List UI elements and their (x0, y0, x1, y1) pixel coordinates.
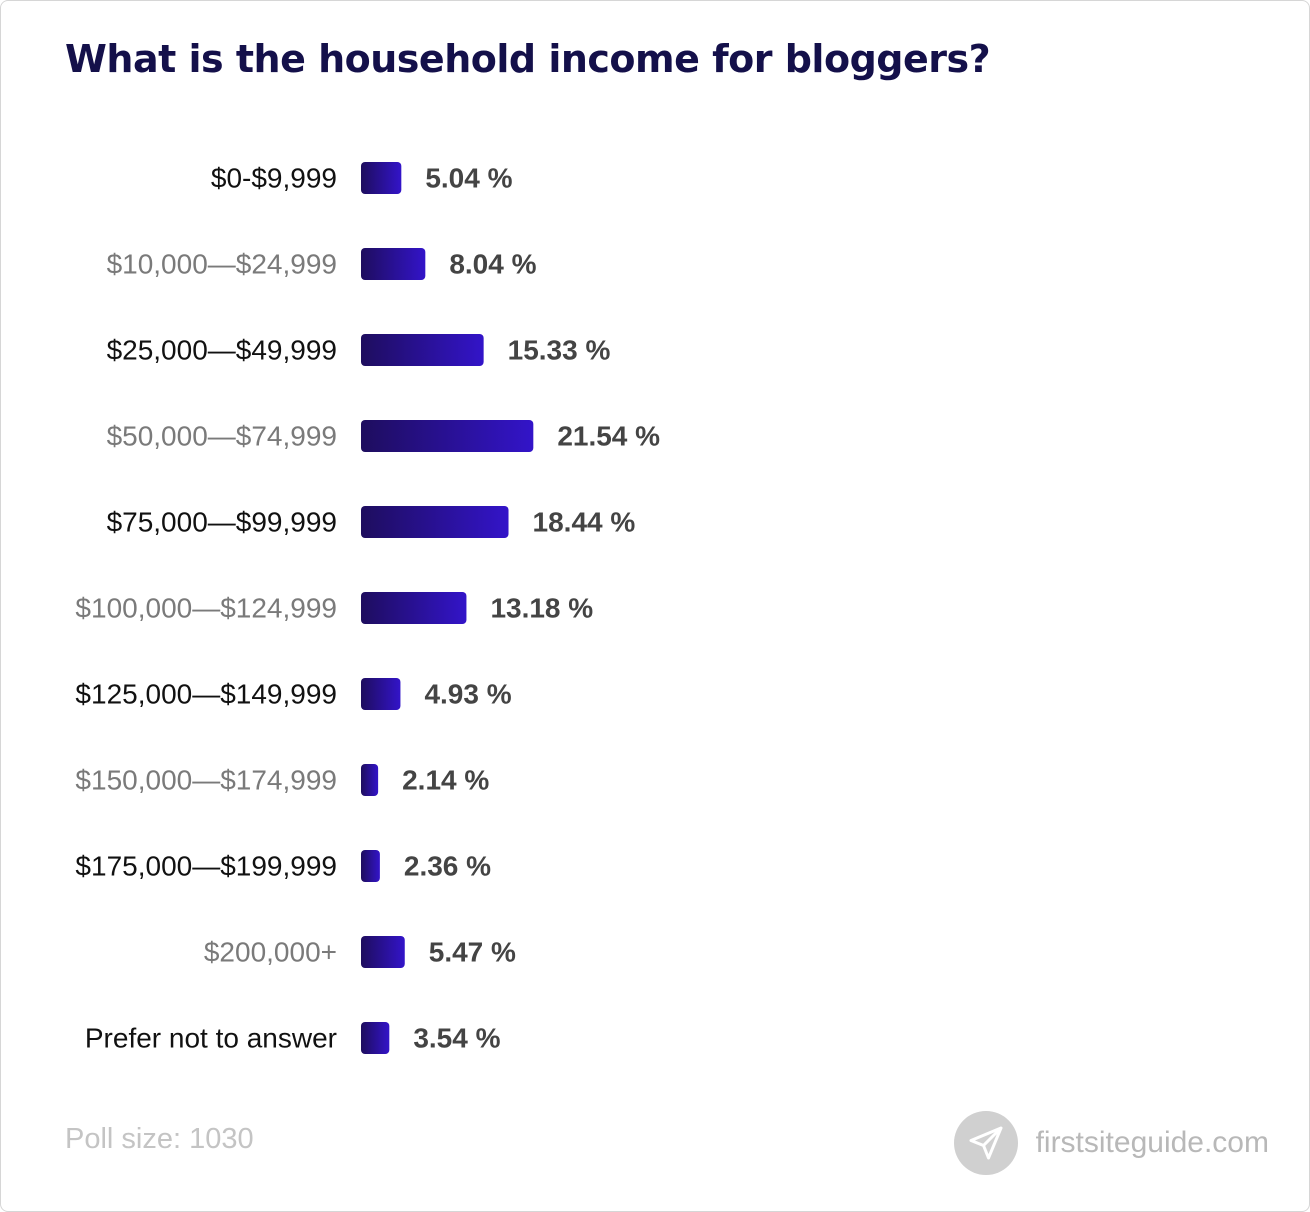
value-label: 18.44 % (533, 507, 636, 538)
bar (361, 764, 379, 796)
value-label: 3.54 % (413, 1023, 500, 1054)
category-label: $125,000—$149,999 (75, 679, 337, 710)
value-label: 8.04 % (449, 249, 536, 280)
value-label: 15.33 % (508, 335, 611, 366)
paper-plane-icon (953, 1111, 1018, 1175)
bar (361, 592, 467, 624)
poll-size-label: Poll size: 1030 (65, 1123, 254, 1155)
category-label: $150,000—$174,999 (75, 765, 337, 796)
category-label: $75,000—$99,999 (107, 507, 337, 538)
brand-name: firstsiteguide.com (1035, 1126, 1269, 1159)
brand-logo[interactable]: firstsiteguide.com (953, 1111, 1269, 1175)
bar (361, 248, 426, 280)
category-label: $10,000—$24,999 (107, 249, 337, 280)
bar (361, 936, 405, 968)
category-label: $50,000—$74,999 (107, 421, 337, 452)
category-label: $25,000—$49,999 (107, 335, 337, 366)
value-label: 5.47 % (429, 937, 516, 968)
bar (361, 506, 509, 538)
bar (361, 678, 401, 710)
value-label: 2.14 % (402, 765, 489, 796)
category-label: $175,000—$199,999 (75, 851, 337, 882)
bar (361, 1022, 390, 1054)
category-label: $0-$9,999 (211, 163, 337, 194)
category-label: $100,000—$124,999 (75, 593, 337, 624)
value-label: 2.36 % (404, 851, 491, 882)
chart-title: What is the household income for blogger… (65, 37, 991, 81)
bar (361, 420, 534, 452)
value-label: 13.18 % (490, 593, 593, 624)
bar (361, 850, 380, 882)
value-label: 4.93 % (424, 679, 511, 710)
value-label: 5.04 % (425, 163, 512, 194)
bar (361, 334, 484, 366)
category-label: Prefer not to answer (85, 1023, 337, 1054)
bar-chart: $0-$9,999 5.04 % $10,000—$24,999 8.04 % $25,… (75, 162, 660, 1054)
bar (361, 162, 402, 194)
value-label: 21.54 % (557, 421, 660, 452)
category-label: $200,000+ (204, 937, 337, 968)
